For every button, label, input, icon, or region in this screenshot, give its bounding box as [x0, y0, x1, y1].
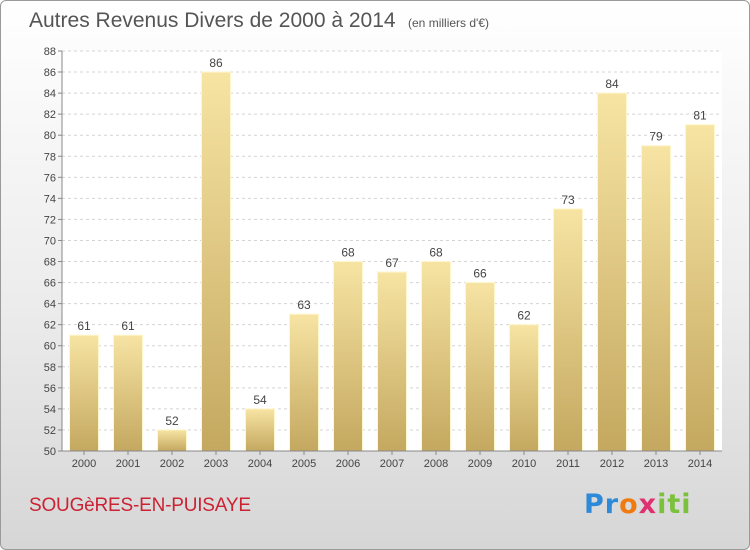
bar — [641, 145, 671, 452]
y-tick-label: 66 — [44, 278, 56, 290]
data-label: 73 — [561, 193, 575, 207]
data-label: 63 — [297, 298, 311, 312]
y-tick-label: 82 — [44, 109, 56, 121]
data-label: 61 — [77, 319, 91, 333]
x-tick-label: 2014 — [688, 458, 712, 470]
y-tick-label: 88 — [44, 46, 56, 58]
data-label: 68 — [429, 246, 443, 260]
bar — [245, 408, 275, 452]
x-tick-label: 2013 — [644, 458, 668, 470]
axes: 50 52 54 56 58 60 62 64 66 68 70 72 74 76 78 80 82 84 86 88… — [44, 46, 722, 470]
y-tick-label: 54 — [44, 404, 56, 416]
y-tick-label: 58 — [44, 362, 56, 374]
bar — [201, 71, 231, 452]
y-tick-label: 50 — [44, 446, 56, 458]
y-tick-label: 76 — [44, 172, 56, 184]
x-tick-label: 2004 — [248, 458, 272, 470]
bars: 61 61 52 86 54 63 68 67 68 66 62 73 84 79 81 — [69, 56, 715, 452]
x-tick-label: 2000 — [72, 458, 96, 470]
x-tick-label: 2001 — [116, 458, 140, 470]
bar — [113, 334, 143, 452]
data-label: 81 — [693, 109, 707, 123]
x-tick-label: 2007 — [380, 458, 404, 470]
data-label: 61 — [121, 319, 135, 333]
logo-part: Pr — [584, 489, 620, 520]
y-tick-label: 52 — [44, 425, 56, 437]
chart-subtitle: (en milliers d'€) — [408, 16, 489, 30]
x-tick-label: 2009 — [468, 458, 492, 470]
data-label: 52 — [165, 414, 179, 428]
data-label: 66 — [473, 267, 487, 281]
bar — [597, 92, 627, 452]
y-tick-label: 62 — [44, 320, 56, 332]
x-tick-label: 2011 — [556, 458, 580, 470]
bar — [157, 429, 187, 452]
bar — [553, 208, 583, 452]
logo-part: x — [638, 489, 658, 520]
proxiti-logo: Proxiti — [584, 489, 692, 520]
x-tick-label: 2005 — [292, 458, 316, 470]
logo-part: iti — [657, 489, 692, 520]
y-tick-label: 60 — [44, 341, 56, 353]
y-tick-label: 74 — [44, 193, 56, 205]
bar — [465, 282, 495, 452]
bar — [69, 334, 99, 452]
data-label: 84 — [605, 77, 619, 91]
bar — [289, 313, 319, 452]
y-tick-label: 80 — [44, 130, 56, 142]
data-label: 62 — [517, 309, 531, 323]
commune-name: SOUGèRES-EN-PUISAYE — [29, 495, 251, 516]
data-label: 79 — [649, 130, 663, 144]
y-tick-label: 56 — [44, 383, 56, 395]
chart-title: Autres Revenus Divers de 2000 à 2014 — [29, 9, 396, 32]
y-tick-label: 68 — [44, 257, 56, 269]
data-label: 86 — [209, 56, 223, 70]
x-tick-label: 2010 — [512, 458, 536, 470]
x-tick-label: 2003 — [204, 458, 228, 470]
data-label: 54 — [253, 393, 267, 407]
chart-title-block: Autres Revenus Divers de 2000 à 2014 (en… — [29, 9, 489, 33]
bar — [685, 124, 715, 452]
y-tick-label: 70 — [44, 235, 56, 247]
y-tick-label: 78 — [44, 151, 56, 163]
data-label: 68 — [341, 246, 355, 260]
bar — [421, 261, 451, 452]
bar — [333, 261, 363, 452]
bar — [377, 271, 407, 452]
bar — [509, 324, 539, 452]
x-tick-label: 2012 — [600, 458, 624, 470]
x-tick-label: 2008 — [424, 458, 448, 470]
y-tick-label: 86 — [44, 67, 56, 79]
logo-part: o — [619, 489, 639, 520]
x-tick-label: 2006 — [336, 458, 360, 470]
y-tick-label: 64 — [44, 299, 56, 311]
x-tick-label: 2002 — [160, 458, 184, 470]
y-tick-label: 84 — [44, 88, 56, 100]
data-label: 67 — [385, 256, 399, 270]
y-tick-label: 72 — [44, 214, 56, 226]
